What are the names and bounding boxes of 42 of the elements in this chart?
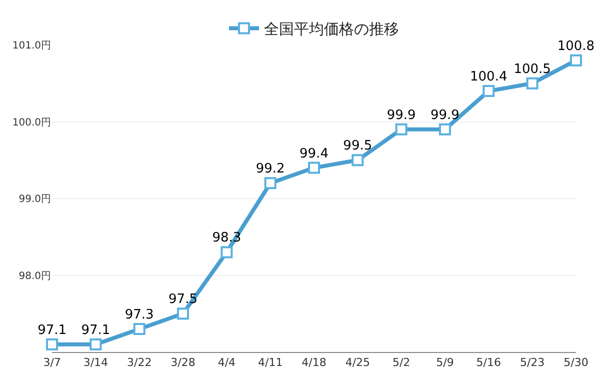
x-tick-label: 4/25 [345, 356, 370, 370]
point [46, 338, 58, 350]
data-label: 100.4 [470, 70, 508, 85]
x-tick-label: 4/11 [258, 356, 283, 370]
data-label: 97.3 [124, 307, 154, 322]
x-tick-label: 4/18 [302, 356, 326, 370]
data-label: 97.1 [38, 322, 67, 338]
data-label: 99.9 [430, 108, 460, 123]
data-label: 99.5 [343, 138, 372, 154]
point [90, 338, 102, 350]
data-label: 100.5 [514, 62, 551, 77]
point [526, 77, 538, 90]
data-label: 99.9 [386, 108, 416, 123]
y-tick-label: 99.0円 [18, 194, 51, 205]
x-tick-label: 3/14 [83, 356, 108, 370]
y-tick-label: 98.0円 [18, 270, 51, 282]
x-tick-label: 5/16 [476, 356, 501, 370]
x-tick-label: 5/9 [436, 356, 454, 370]
point [133, 322, 146, 335]
point [264, 177, 276, 190]
x-tick-label: 5/30 [564, 356, 588, 370]
legend-label: 全国平均価格の推移 [264, 20, 399, 38]
point [177, 308, 190, 320]
point [220, 246, 233, 258]
point [352, 154, 364, 166]
x-tick-label: 3/28 [170, 356, 196, 370]
x-tick-label: 4/4 [218, 356, 236, 370]
x-tick-label: 3/22 [127, 356, 152, 370]
point [570, 54, 582, 66]
x-tick-label: 5/2 [392, 356, 410, 370]
y-tick-label: 101.0円 [12, 40, 51, 52]
y-tick-label: 100.0円 [12, 117, 51, 128]
data-label: 97.1 [81, 322, 110, 338]
data-label: 100.8 [557, 38, 595, 54]
data-label: 99.2 [256, 162, 285, 177]
data-label: 99.4 [300, 146, 328, 162]
point [308, 162, 320, 174]
x-tick-label: 3/7 [43, 356, 61, 370]
point [438, 123, 451, 136]
point [395, 123, 408, 136]
point [482, 85, 495, 98]
x-tick-label: 5/23 [520, 356, 545, 370]
